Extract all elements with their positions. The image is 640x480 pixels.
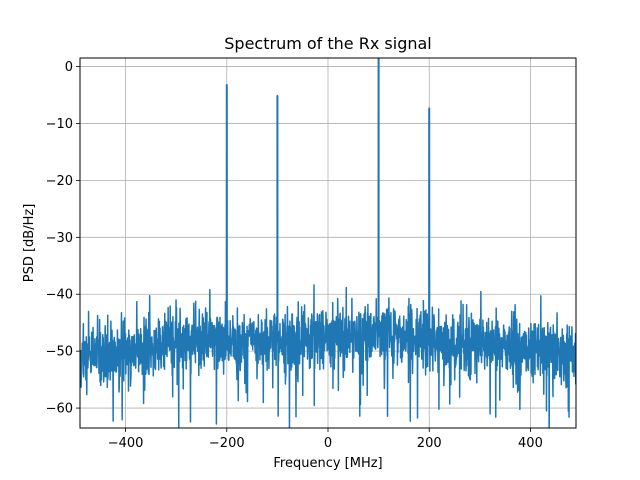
x-tick-label: −400 — [108, 436, 144, 451]
y-axis-ticks: 0 −10 −20 −30 −40 −50 −60 — [46, 60, 80, 417]
y-tick-label: −10 — [46, 117, 73, 132]
psd-line — [80, 58, 576, 428]
y-tick-label: 0 — [65, 60, 73, 75]
y-tick-label: −40 — [46, 288, 73, 303]
chart-title: Spectrum of the Rx signal — [224, 34, 431, 53]
y-axis-label: PSD [dB/Hz] — [22, 204, 37, 283]
x-tick-label: 400 — [518, 436, 543, 451]
y-tick-label: −20 — [46, 174, 73, 189]
y-tick-label: −50 — [46, 345, 73, 360]
y-tick-label: −30 — [46, 231, 73, 246]
x-tick-label: −200 — [209, 436, 245, 451]
x-tick-label: 0 — [324, 436, 332, 451]
x-axis-label: Frequency [MHz] — [273, 456, 382, 471]
psd-series — [80, 58, 576, 428]
y-tick-label: −60 — [46, 402, 73, 417]
x-axis-ticks: −400 −200 0 200 400 — [108, 428, 543, 451]
x-tick-label: 200 — [417, 436, 442, 451]
